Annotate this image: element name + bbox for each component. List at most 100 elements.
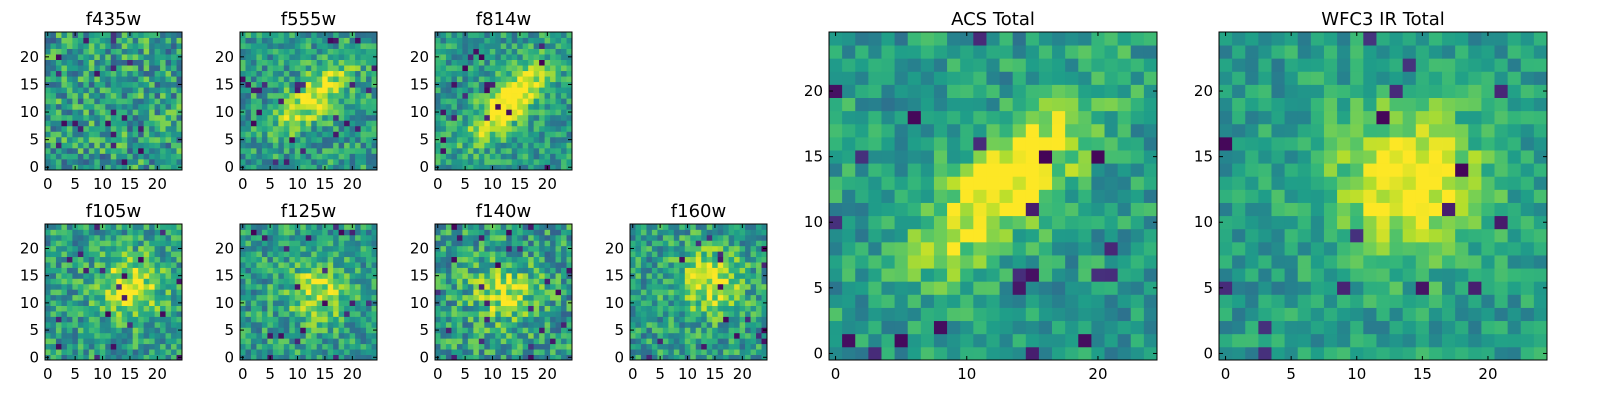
heatmap-cell — [94, 245, 101, 252]
heatmap-cell — [327, 294, 334, 301]
heatmap-cell — [495, 109, 502, 116]
heatmap-cell — [165, 283, 172, 290]
heatmap-cell — [338, 65, 345, 72]
heatmap-cell — [500, 48, 507, 55]
heatmap-cell — [240, 142, 246, 149]
heatmap-cell — [511, 32, 518, 38]
heatmap-cell — [116, 142, 123, 149]
heatmap-cell — [138, 278, 145, 285]
heatmap-cell — [506, 251, 513, 258]
heatmap-cell — [544, 305, 551, 312]
heatmap-cell — [673, 289, 680, 296]
heatmap-cell — [72, 48, 79, 55]
heatmap-cell — [561, 278, 567, 285]
heatmap-cell — [83, 245, 90, 252]
heatmap-cell — [245, 147, 252, 154]
heatmap-cell — [240, 70, 246, 77]
heatmap-cell — [522, 278, 529, 285]
heatmap-cell — [344, 321, 350, 328]
heatmap-cell — [61, 54, 68, 60]
heatmap-cell — [322, 278, 329, 285]
heatmap-cell — [245, 267, 252, 274]
heatmap-cell — [261, 354, 268, 361]
heatmap-cell — [662, 234, 669, 241]
heatmap-cell — [316, 343, 323, 350]
heatmap-cell — [99, 131, 106, 138]
heatmap-cell — [533, 76, 540, 83]
heatmap-cell — [283, 136, 290, 143]
heatmap-cell — [160, 332, 166, 339]
heatmap-cell — [240, 343, 246, 350]
heatmap-cell — [635, 354, 642, 361]
heatmap-cell — [445, 327, 452, 334]
heatmap-cell — [283, 224, 290, 230]
heatmap-cell — [278, 321, 285, 328]
heatmap-cell — [473, 54, 480, 60]
heatmap-cell — [327, 262, 334, 268]
heatmap-cell — [267, 278, 274, 285]
heatmap-cell — [561, 98, 567, 105]
heatmap-cell — [349, 92, 356, 99]
heatmap-cell — [143, 125, 150, 132]
heatmap-cell — [933, 189, 948, 203]
heatmap-cell — [756, 278, 762, 285]
heatmap-cell — [171, 147, 177, 154]
heatmap-cell — [66, 92, 73, 99]
heatmap-cell — [333, 158, 340, 165]
heatmap-cell — [116, 256, 123, 263]
heatmap-cell — [132, 305, 139, 312]
heatmap-cell — [127, 311, 134, 317]
heatmap-cell — [640, 349, 647, 355]
heatmap-cell — [435, 147, 441, 154]
heatmap-cell — [245, 278, 252, 285]
heatmap-cell — [149, 311, 155, 317]
heatmap-cell — [149, 136, 155, 143]
heatmap-cell — [445, 54, 452, 60]
heatmap-cell — [344, 251, 350, 258]
heatmap-cell — [555, 224, 562, 230]
heatmap-cell — [522, 120, 529, 127]
heatmap-cell — [445, 76, 452, 83]
heatmap-cell — [1117, 163, 1132, 177]
heatmap-cell — [165, 262, 172, 268]
heatmap-cell — [127, 92, 134, 99]
heatmap-cell — [473, 76, 480, 83]
heatmap-cell — [55, 98, 62, 105]
heatmap-cell — [132, 283, 139, 290]
heatmap-cell — [143, 142, 150, 149]
heatmap-cell — [566, 114, 573, 121]
heatmap-cell — [1117, 176, 1132, 190]
heatmap-cell — [61, 164, 68, 171]
heatmap-cell — [272, 136, 279, 143]
heatmap-cell — [300, 109, 307, 116]
heatmap-cell — [500, 224, 507, 230]
heatmap-cell — [143, 131, 150, 138]
heatmap-cell — [640, 294, 647, 301]
heatmap-cell — [489, 125, 496, 132]
heatmap-cell — [651, 305, 658, 312]
heatmap-cell — [256, 65, 263, 72]
heatmap-cell — [907, 255, 922, 269]
heatmap-cell — [245, 54, 252, 60]
heatmap-cell — [366, 240, 372, 247]
heatmap-cell — [544, 321, 551, 328]
heatmap-cell — [272, 65, 279, 72]
heatmap-cell — [55, 158, 62, 165]
heatmap-cell — [500, 76, 507, 83]
heatmap-cell — [881, 228, 895, 243]
heatmap-cell — [127, 142, 134, 149]
heatmap-cell — [566, 262, 573, 268]
heatmap-cell — [640, 354, 647, 361]
heatmap-cell — [45, 37, 51, 44]
heatmap-cell — [138, 120, 145, 127]
heatmap-cell — [94, 120, 101, 127]
heatmap-cell — [1143, 268, 1158, 282]
heatmap-cell — [1065, 333, 1079, 348]
heatmap-cell — [695, 278, 702, 285]
heatmap-cell — [171, 81, 177, 88]
heatmap-cell — [855, 163, 869, 177]
heatmap-cell — [149, 32, 155, 38]
heatmap-cell — [171, 164, 177, 171]
heatmap-cell — [456, 114, 463, 121]
heatmap-cell — [829, 281, 843, 295]
